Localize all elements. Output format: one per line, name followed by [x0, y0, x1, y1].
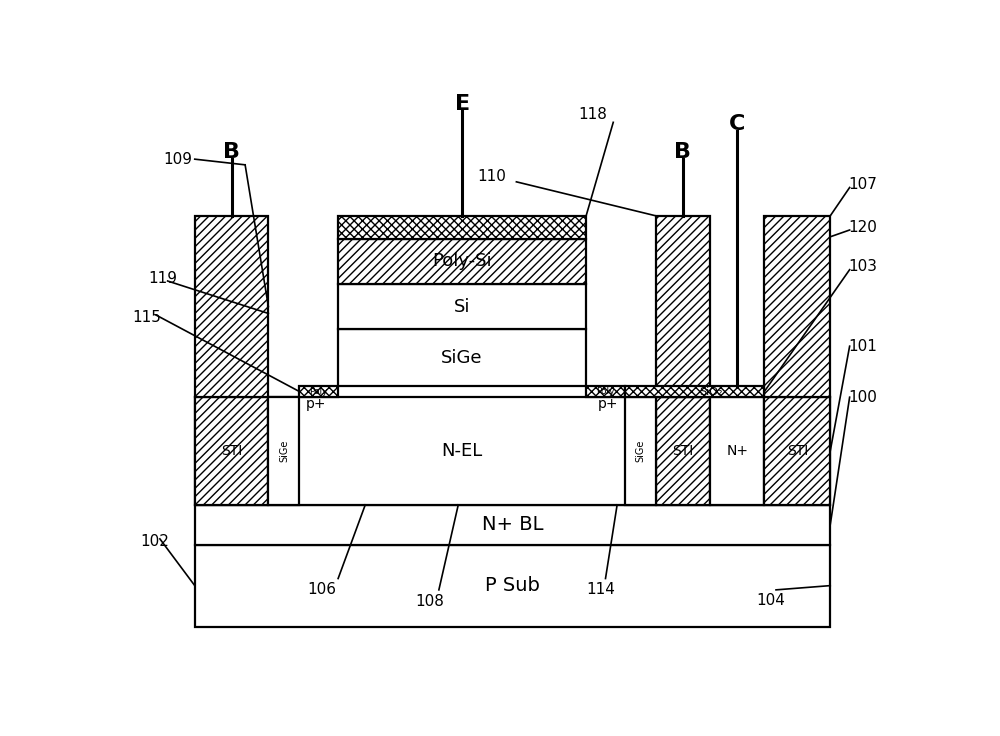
Bar — [586, 386, 625, 397]
Text: 110: 110 — [478, 169, 507, 184]
Text: 107: 107 — [848, 177, 877, 192]
Text: 120: 120 — [848, 219, 877, 235]
Text: N+ BL: N+ BL — [482, 515, 543, 534]
Text: B: B — [223, 142, 240, 163]
Bar — [195, 505, 830, 545]
Text: STI: STI — [787, 444, 808, 458]
Text: 102: 102 — [140, 534, 169, 549]
Text: P Sub: P Sub — [485, 576, 540, 595]
Text: N+: N+ — [726, 444, 748, 458]
Text: SiO₂: SiO₂ — [700, 386, 723, 397]
Text: 103: 103 — [848, 259, 877, 275]
Text: STI: STI — [221, 444, 242, 458]
Text: B: B — [674, 142, 692, 163]
Bar — [338, 284, 586, 329]
Bar — [195, 545, 830, 627]
Text: 114: 114 — [586, 582, 615, 598]
Text: 100: 100 — [848, 389, 877, 405]
Bar — [338, 238, 586, 284]
Text: 104: 104 — [757, 592, 786, 608]
Bar — [338, 329, 586, 386]
Bar — [625, 386, 764, 397]
Text: E: E — [455, 94, 470, 114]
Bar — [625, 397, 656, 505]
Text: SiGe: SiGe — [279, 440, 289, 462]
Text: N-EL: N-EL — [442, 442, 483, 460]
Bar — [656, 397, 710, 505]
Bar — [338, 216, 586, 238]
Text: 109: 109 — [164, 152, 193, 166]
Bar — [195, 216, 268, 397]
Bar — [195, 397, 830, 505]
Text: p+: p+ — [306, 397, 326, 411]
Bar — [764, 216, 830, 397]
Text: 119: 119 — [148, 271, 177, 286]
Text: Si: Si — [454, 297, 470, 316]
Text: p+: p+ — [598, 397, 619, 411]
Bar — [299, 386, 338, 397]
Text: Poly: Poly — [310, 387, 328, 396]
Text: C: C — [729, 114, 745, 134]
Bar — [268, 397, 299, 505]
Bar — [764, 397, 830, 505]
Text: SiGe: SiGe — [441, 349, 483, 367]
Text: 115: 115 — [133, 311, 162, 325]
Text: Poly-Si: Poly-Si — [432, 252, 492, 270]
Text: 118: 118 — [578, 107, 607, 122]
Bar — [195, 397, 268, 505]
Text: 108: 108 — [416, 594, 444, 609]
Text: 101: 101 — [848, 339, 877, 354]
Text: SiGe: SiGe — [635, 440, 645, 462]
Text: 106: 106 — [307, 582, 336, 598]
Text: STI: STI — [672, 444, 694, 458]
Bar — [656, 216, 710, 397]
Text: Poly: Poly — [596, 387, 615, 396]
Bar — [710, 397, 764, 505]
